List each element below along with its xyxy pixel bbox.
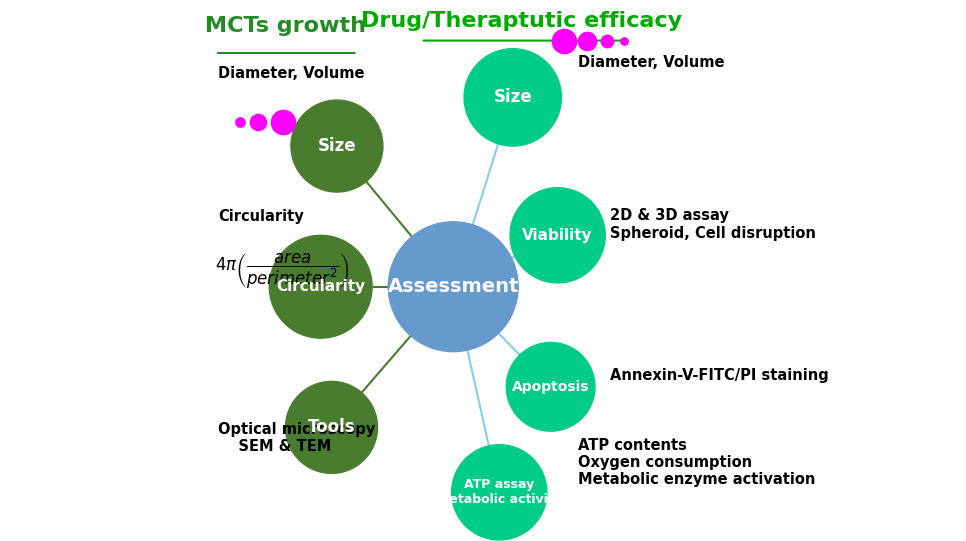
Point	[600, 36, 615, 45]
Text: ATP assay
Metabolic activity: ATP assay Metabolic activity	[437, 478, 561, 506]
Text: Assessment: Assessment	[387, 277, 519, 296]
Text: ATP contents
Oxygen consumption
Metabolic enzyme activation: ATP contents Oxygen consumption Metaboli…	[578, 438, 815, 487]
Point	[275, 117, 291, 126]
Text: Size: Size	[318, 137, 356, 155]
Circle shape	[270, 235, 372, 338]
Point	[580, 36, 595, 45]
Text: Annexin-V-FITC/PI staining: Annexin-V-FITC/PI staining	[611, 368, 829, 384]
Text: 2D & 3D assay
Spheroid, Cell disruption: 2D & 3D assay Spheroid, Cell disruption	[611, 208, 816, 241]
Circle shape	[291, 100, 383, 192]
Point	[556, 36, 572, 45]
Text: Diameter, Volume: Diameter, Volume	[578, 55, 724, 70]
Point	[251, 117, 267, 126]
Text: Tools: Tools	[308, 418, 355, 437]
Point	[616, 36, 632, 45]
Point	[232, 117, 247, 126]
Text: Viability: Viability	[523, 228, 593, 243]
Circle shape	[506, 342, 595, 431]
Text: Diameter, Volume: Diameter, Volume	[218, 65, 364, 81]
Circle shape	[388, 222, 518, 352]
Circle shape	[510, 188, 606, 283]
Text: $4\pi\left(\dfrac{area}{perimeter^2}\right)$: $4\pi\left(\dfrac{area}{perimeter^2}\rig…	[215, 250, 350, 291]
Text: Circularity: Circularity	[276, 279, 365, 294]
Text: MCTs growth: MCTs growth	[205, 16, 366, 36]
Text: Apoptosis: Apoptosis	[512, 380, 589, 394]
Text: Drug/Theraptutic efficacy: Drug/Theraptutic efficacy	[361, 11, 683, 31]
Circle shape	[286, 381, 378, 473]
Circle shape	[464, 49, 561, 146]
Circle shape	[452, 445, 547, 540]
Text: Size: Size	[494, 88, 532, 107]
Text: Optical microscopy
    SEM & TEM: Optical microscopy SEM & TEM	[218, 422, 375, 454]
Text: Circularity: Circularity	[218, 209, 303, 224]
